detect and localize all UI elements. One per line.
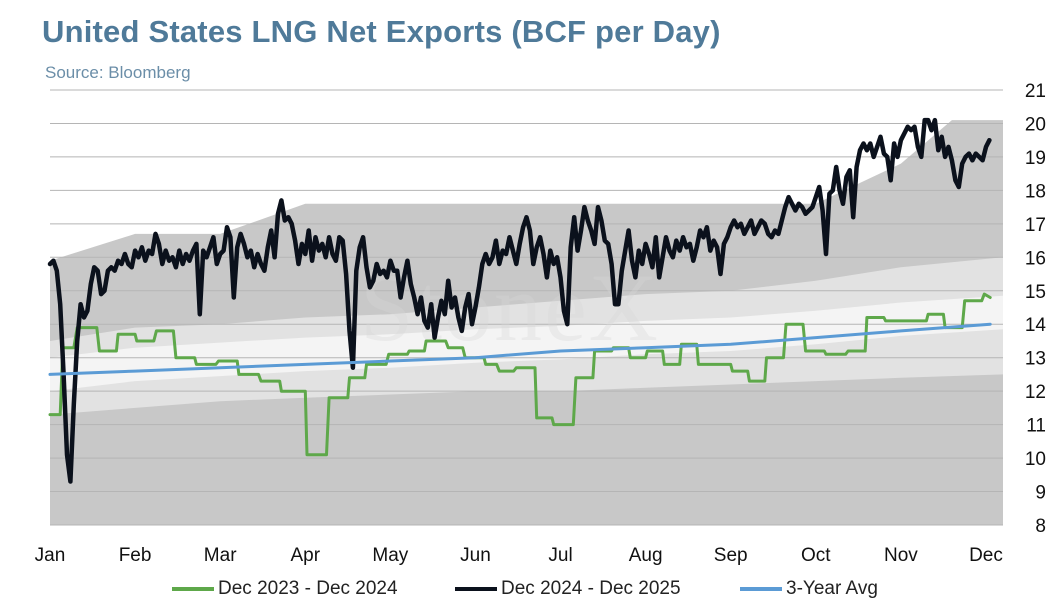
x-tick-label: Jan [35, 545, 66, 566]
series-line-1 [48, 292, 992, 457]
legend-item-2: Dec 2024 - Dec 2025 [455, 578, 681, 600]
x-tick-label: Apr [290, 545, 320, 566]
legend-item-1: Dec 2023 - Dec 2024 [172, 578, 398, 600]
series-lines [47, 117, 992, 484]
legend-label: Dec 2024 - Dec 2025 [501, 578, 681, 599]
y-tick-label: 17 [1025, 215, 1046, 236]
legend: Dec 2023 - Dec 2024 Dec 2024 - Dec 2025 3-… [0, 578, 1058, 610]
x-tick-label: May [372, 545, 408, 566]
band-inner [50, 295, 1003, 392]
legend-label: Dec 2023 - Dec 2024 [218, 578, 398, 599]
x-tick-label: Jul [548, 545, 572, 566]
series-line-2 [47, 117, 992, 484]
x-tick-label: Sep [714, 545, 748, 566]
x-tick-label: Mar [204, 545, 237, 566]
y-tick-label: 10 [1025, 449, 1046, 470]
gridlines [50, 89, 1003, 526]
y-tick-label: 12 [1025, 382, 1046, 403]
x-tick-label: Aug [629, 545, 663, 566]
y-tick-label: 9 [1035, 483, 1046, 504]
legend-item-3: 3-Year Avg [740, 578, 878, 600]
y-tick-label: 20 [1025, 114, 1046, 135]
legend-swatch [172, 587, 214, 591]
y-tick-label: 8 [1035, 516, 1046, 537]
y-tick-label: 14 [1025, 315, 1047, 336]
x-tick-label: Feb [119, 545, 152, 566]
y-tick-label: 21 [1025, 81, 1046, 102]
y-tick-label: 15 [1025, 282, 1046, 303]
legend-swatch [740, 587, 782, 591]
x-axis-ticks: Jan Feb Mar Apr May Jun Jul Aug Sep Oct Nov Dec [35, 545, 1003, 566]
x-tick-label: Dec [969, 545, 1003, 566]
y-tick-label: 11 [1026, 416, 1046, 437]
y-axis-ticks: 8 9 10 11 12 13 14 15 16 17 18 19 20 21 [1025, 81, 1047, 537]
chart-subtitle: Source: Bloomberg [45, 63, 191, 82]
x-tick-label: Oct [801, 545, 831, 566]
x-tick-label: Nov [884, 545, 918, 566]
y-tick-label: 19 [1025, 148, 1046, 169]
chart-title: United States LNG Net Exports (BCF per D… [42, 14, 721, 49]
legend-label: 3-Year Avg [786, 578, 878, 599]
x-tick-label: Jun [460, 545, 491, 566]
y-tick-label: 16 [1025, 248, 1046, 269]
y-tick-label: 13 [1025, 349, 1046, 370]
legend-swatch [455, 587, 497, 591]
y-tick-label: 18 [1025, 181, 1046, 202]
series-line-3 [48, 322, 992, 376]
